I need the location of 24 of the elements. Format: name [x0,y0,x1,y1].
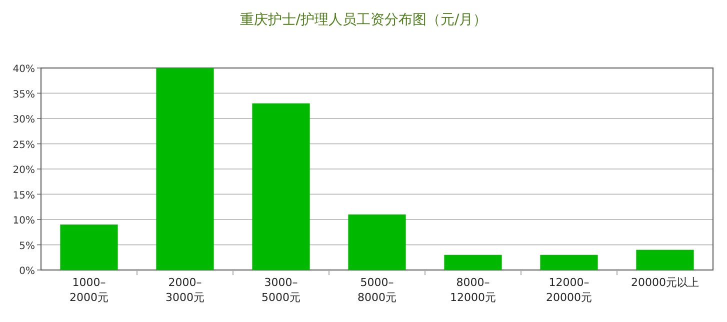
bar [444,254,502,270]
y-tick-label: 0% [19,266,35,277]
y-tick-label: 5% [19,240,35,252]
bar [540,254,598,270]
bar [636,250,694,270]
y-tick-label: 35% [12,89,35,100]
bar [60,224,118,270]
y-tick-label: 40% [12,64,35,75]
x-tick-label: 5000– 8000元 [358,276,396,304]
y-tick-label: 30% [12,114,35,126]
y-tick-label: 20% [12,165,35,176]
bar [156,68,214,270]
y-tick-label: 10% [12,216,35,226]
x-tick-label: 8000– 12000元 [450,276,496,304]
x-tick-label: 1000– 2000元 [70,276,108,304]
y-tick-label: 25% [12,140,35,151]
x-tick-label: 2000– 3000元 [166,276,204,304]
x-tick-label: 12000– 20000元 [546,276,592,304]
x-tick-label: 3000– 5000元 [262,276,300,304]
bar [348,214,406,270]
y-tick-label: 15% [12,190,35,202]
bar [252,103,310,270]
x-tick-label: 20000元以上 [631,276,699,289]
chart-title: 重庆护士/护理人员工资分布图（元/月） [240,12,488,28]
